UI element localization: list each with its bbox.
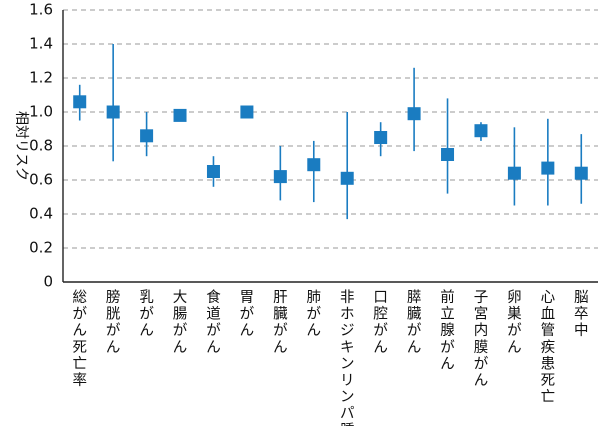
x-category-label: 前立腺がん xyxy=(440,289,455,372)
x-category-label: 口腔がん xyxy=(373,290,388,356)
x-category-label: 肺がん xyxy=(307,289,322,339)
point-estimate-marker xyxy=(340,171,354,185)
x-category-label: 非ホジキンリンパ腫 xyxy=(340,289,355,426)
x-category-label: 膵臓がん xyxy=(407,289,422,356)
point-estimate-marker xyxy=(507,166,521,180)
x-category-label: 胃がん xyxy=(240,290,255,339)
y-tick-label: 1.0 xyxy=(29,103,53,121)
point-estimate-marker xyxy=(407,107,421,121)
y-tick-label: 1.2 xyxy=(29,69,53,87)
point-estimate-marker xyxy=(474,124,488,138)
point-estimate-marker xyxy=(374,131,388,144)
x-category-label: 子宮内膜がん xyxy=(474,289,489,389)
point-estimate-marker xyxy=(140,129,154,143)
point-estimate-marker xyxy=(273,170,287,184)
point-estimate-marker xyxy=(240,105,254,119)
y-tick-label: 0.4 xyxy=(29,205,53,223)
y-axis-title: 相対リスク xyxy=(13,111,29,181)
point-estimate-marker xyxy=(106,105,120,119)
point-estimate-marker xyxy=(574,166,588,180)
x-category-label: 膀胱がん xyxy=(106,289,121,356)
point-estimate-marker xyxy=(307,158,321,172)
y-tick-label: 0.6 xyxy=(29,171,53,189)
y-tick-label: 1.6 xyxy=(29,1,53,19)
x-category-label: 食道がん xyxy=(206,289,221,356)
point-estimate-marker xyxy=(73,95,87,109)
x-category-label: 乳がん xyxy=(139,289,154,339)
point-estimate-marker xyxy=(173,108,187,122)
x-category-label: 大腸がん xyxy=(173,289,188,356)
point-estimate-marker xyxy=(441,148,455,161)
point-estimate-marker xyxy=(541,161,555,175)
x-category-label: 総がん死亡率 xyxy=(72,289,87,389)
point-estimate-marker xyxy=(206,165,220,178)
x-category-label: 卵巣がん xyxy=(507,289,522,356)
y-tick-label: 1.4 xyxy=(29,35,53,53)
y-tick-label: 0.8 xyxy=(29,137,53,155)
y-tick-label: 0 xyxy=(43,273,53,291)
y-tick-label: 0.2 xyxy=(29,239,53,257)
x-category-label: 脳卒中 xyxy=(574,289,589,339)
x-category-label: 心血管疾患死亡 xyxy=(541,289,556,406)
x-category-label: 肝臓がん xyxy=(273,290,288,356)
